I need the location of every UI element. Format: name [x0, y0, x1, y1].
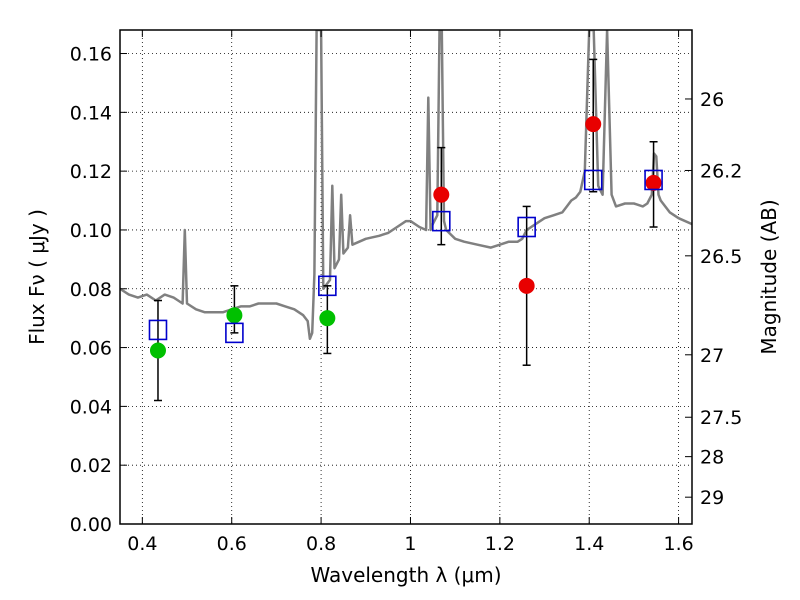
y-tick-label: 0.08	[70, 279, 112, 301]
y2-axis-label: Magnitude (AB)	[757, 199, 781, 354]
y-tick-label: 0.04	[70, 396, 112, 418]
x-tick-label: 0.4	[127, 533, 157, 555]
x-tick-label: 1.4	[574, 533, 604, 555]
y-tick-label: 0.10	[70, 220, 112, 242]
y-tick-label: 0.12	[70, 161, 112, 183]
y-tick-label: 0.02	[70, 455, 112, 477]
data-point	[319, 310, 336, 327]
y-axis-label: Flux Fν ( μJy )	[25, 209, 49, 345]
y-tick-label: 0.00	[70, 514, 112, 536]
errorbars	[153, 58, 658, 402]
y2-tick-label: 27.5	[700, 407, 742, 429]
ticks: 0.4 0.6 0.8 1 1.2 1.4 1.6 0.00 0.02 0.04 0.06 0.08 0…	[70, 30, 742, 555]
x-tick-label: 0.6	[217, 533, 247, 555]
data-points	[149, 116, 662, 359]
y-tick-label: 0.06	[70, 338, 112, 360]
x-tick-label: 1.6	[663, 533, 693, 555]
spectrum-path	[120, 30, 692, 341]
x-tick-label: 0.8	[306, 533, 336, 555]
x-tick-label: 1.2	[485, 533, 515, 555]
data-point	[585, 116, 602, 133]
data-point	[226, 307, 243, 324]
y-tick-label: 0.16	[70, 44, 112, 66]
model-box	[583, 169, 603, 191]
data-point	[645, 174, 662, 191]
model-box	[432, 210, 451, 232]
spectrum-line	[120, 30, 692, 341]
y2-tick-label: 28	[700, 447, 724, 469]
data-point	[433, 186, 450, 203]
y2-tick-label: 26.5	[700, 246, 742, 268]
data-point	[518, 277, 535, 294]
y2-tick-label: 29	[700, 487, 724, 509]
model-box	[517, 216, 536, 238]
data-point	[149, 342, 166, 359]
model-box	[318, 275, 337, 297]
model-box	[148, 319, 168, 341]
model-boxes	[148, 169, 663, 344]
x-tick-label: 1	[404, 533, 416, 555]
model-box	[644, 169, 663, 191]
y-tick-label: 0.14	[70, 102, 112, 124]
y2-tick-label: 26	[700, 89, 724, 111]
x-axis-label: Wavelength λ (μm)	[310, 563, 501, 587]
model-box	[225, 322, 244, 344]
plot-frame	[119, 29, 693, 525]
y2-tick-label: 26.2	[700, 160, 742, 182]
y2-tick-label: 27	[700, 345, 724, 367]
